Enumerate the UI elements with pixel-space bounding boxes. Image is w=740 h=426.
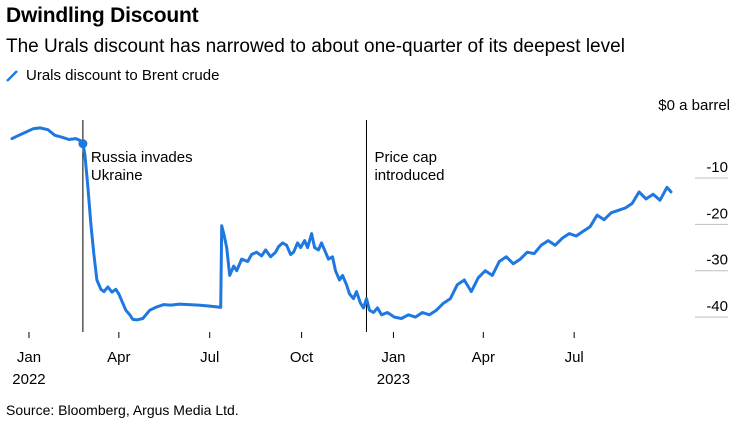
line-icon xyxy=(6,69,18,82)
chart-subtitle: The Urals discount has narrowed to about… xyxy=(6,36,625,57)
legend-label: Urals discount to Brent crude xyxy=(26,67,220,84)
x-year-label: 2023 xyxy=(377,371,410,388)
gridlines xyxy=(695,177,728,318)
y-tick-label: -30 xyxy=(706,252,728,269)
x-tick-label: Apr xyxy=(472,349,495,366)
annotation-marker xyxy=(78,139,88,149)
x-tick-label: Jan xyxy=(381,349,405,366)
legend: Urals discount to Brent crude xyxy=(6,67,219,84)
x-tick-label: Jul xyxy=(565,349,584,366)
y-tick-label: -40 xyxy=(706,298,728,315)
y-tick-label: -20 xyxy=(706,205,728,222)
annotation-label: introduced xyxy=(374,167,444,184)
annotation-label: Ukraine xyxy=(91,167,143,184)
annotation-label: Price cap xyxy=(374,149,437,166)
x-tick-label: Jan xyxy=(17,349,41,366)
series-line xyxy=(10,126,673,322)
chart-title: Dwindling Discount xyxy=(6,4,199,27)
x-tick-label: Oct xyxy=(290,349,314,366)
x-year-label: 2022 xyxy=(12,371,45,388)
source-note: Source: Bloomberg, Argus Media Ltd. xyxy=(6,402,239,418)
annotation-label: Russia invades xyxy=(91,149,193,166)
x-tick-label: Jul xyxy=(200,349,219,366)
y-tick-label: -10 xyxy=(706,159,728,176)
axes: $0 a barrel -10 -20 -30 -40 Jan 2022 Apr Jul Oct J… xyxy=(12,97,730,388)
y-axis-title: $0 a barrel xyxy=(658,97,730,114)
x-tick-label: Apr xyxy=(107,349,130,366)
series xyxy=(10,126,673,322)
